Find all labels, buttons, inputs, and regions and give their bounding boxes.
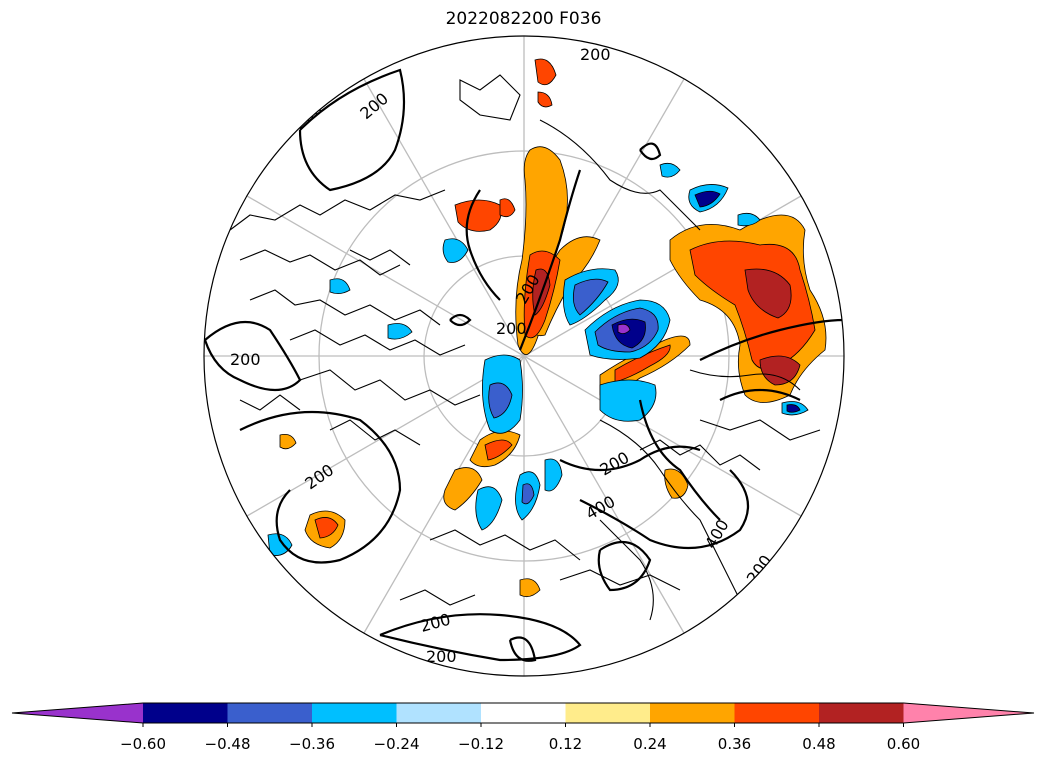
colorbar-ticks: −0.60 −0.48 −0.36 −0.24 −0.12 0.12 0.24 0.36 0.4…	[120, 723, 920, 753]
height-contours	[204, 68, 844, 662]
colorbar-tick-label: 0.12	[549, 735, 582, 753]
colorbar-tick-label: −0.60	[120, 735, 166, 753]
colorbar-tick-label: −0.12	[458, 735, 504, 753]
colorbar-segment	[481, 703, 566, 723]
colorbar-extend-low	[12, 703, 143, 723]
positive-anomaly	[519, 578, 541, 598]
colorbar-segments	[11, 702, 1035, 724]
negative-anomaly	[544, 458, 563, 492]
colorbar-segment	[227, 703, 313, 723]
negative-anomaly	[329, 278, 351, 294]
map-boundary	[203, 35, 845, 677]
colorbar-segment	[819, 703, 904, 723]
colorbar-segment	[312, 703, 397, 723]
negative-anomaly	[442, 238, 469, 263]
contour-label: 200	[426, 647, 457, 666]
negative-anomaly	[694, 190, 721, 208]
colorbar-segment	[565, 703, 651, 723]
colorbar-tick-label: 0.48	[802, 735, 835, 753]
contour-label: 200	[230, 350, 261, 369]
positive-anomaly	[534, 58, 557, 86]
colorbar: −0.60 −0.48 −0.36 −0.24 −0.12 0.12 0.24 0.36 0.4…	[11, 702, 1035, 753]
colorbar-segment	[396, 703, 482, 723]
colorbar-tick-label: 0.60	[887, 735, 920, 753]
colorbar-tick-label: 0.24	[633, 735, 666, 753]
positive-anomaly	[759, 355, 801, 386]
negative-anomaly	[475, 486, 503, 531]
anomaly-shading	[267, 58, 827, 598]
negative-anomaly	[737, 212, 761, 227]
colorbar-tick-label: 0.36	[718, 735, 751, 753]
positive-anomaly	[537, 91, 553, 108]
positive-anomaly	[499, 198, 516, 218]
colorbar-segment	[734, 703, 820, 723]
colorbar-tick-label: −0.36	[289, 735, 335, 753]
map-title: 2022082200 F036	[445, 9, 602, 29]
colorbar-segment	[650, 703, 735, 723]
contour-label: 200	[496, 319, 527, 338]
positive-anomaly	[689, 240, 816, 370]
negative-anomaly	[488, 382, 513, 419]
negative-anomaly	[387, 323, 413, 340]
positive-anomaly	[664, 468, 689, 499]
map-disk: 200 200 200 200 200 200 200 400 400 200 …	[204, 36, 844, 676]
positive-anomaly	[279, 433, 297, 450]
colorbar-extend-high	[903, 703, 1034, 723]
positive-anomaly	[314, 517, 339, 539]
negative-anomaly	[572, 278, 609, 316]
positive-anomaly	[744, 268, 792, 319]
positive-anomaly	[484, 439, 513, 461]
negative-anomaly	[786, 404, 801, 413]
negative-anomaly	[617, 323, 631, 334]
contour-label: 200	[580, 45, 611, 64]
negative-anomaly	[659, 162, 681, 178]
positive-anomaly	[443, 467, 483, 511]
coastlines	[229, 74, 821, 621]
colorbar-segment	[143, 703, 228, 723]
colorbar-tick-label: −0.24	[374, 735, 420, 753]
negative-anomaly	[521, 483, 535, 505]
colorbar-tick-label: −0.48	[205, 735, 251, 753]
